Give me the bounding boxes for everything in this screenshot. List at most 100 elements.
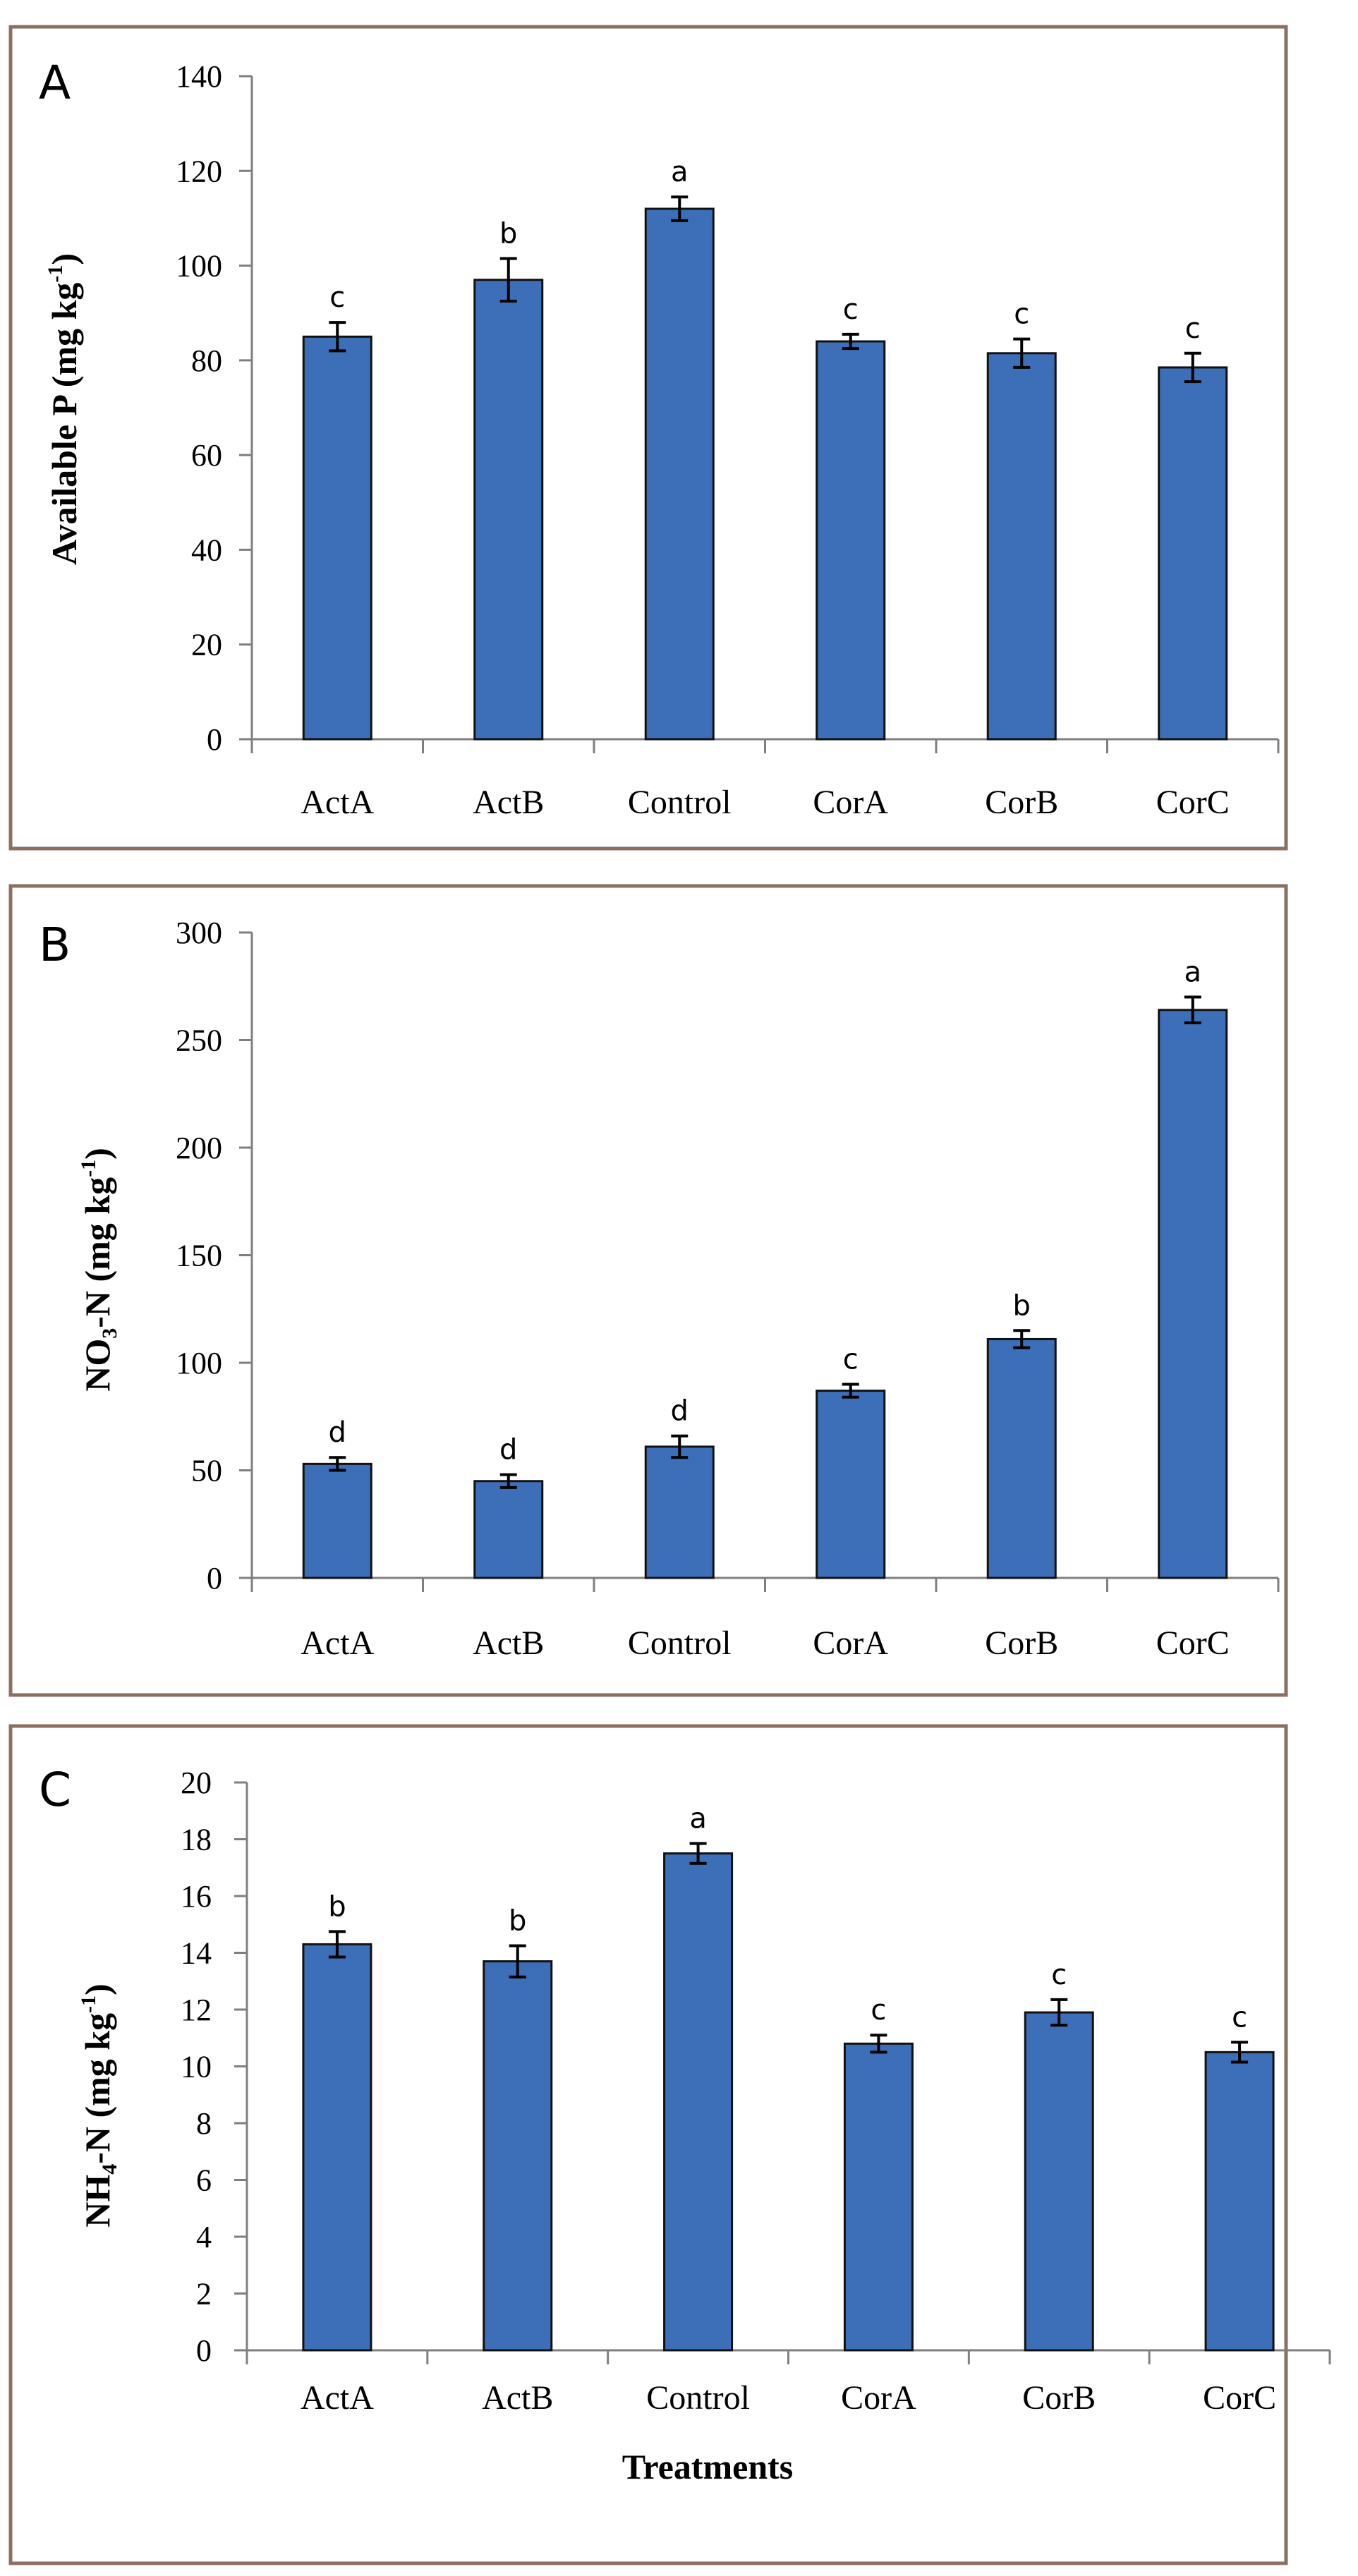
panel-c-significance-letter: a xyxy=(689,1803,707,1835)
panel-a-significance-letter: c xyxy=(329,281,345,314)
panel-b-bar-cora xyxy=(816,1390,886,1579)
panel-b-significance-letter: d xyxy=(499,1434,517,1466)
panel-a-bar-cora xyxy=(816,340,886,741)
panel-b-ylabel-sub: 3 xyxy=(98,1328,121,1339)
panel-c-category-label: CorB xyxy=(1022,2379,1096,2417)
panel-c-y-axis-label: NH4-N (mg kg-1) xyxy=(77,1983,121,2228)
panel-c-y-tick-label: 14 xyxy=(181,1936,212,1971)
panel-c-ylabel-mid: -N (mg kg xyxy=(78,2013,117,2164)
panel-b-significance-letter: d xyxy=(329,1416,346,1449)
panel-c-bar-control xyxy=(663,1852,734,2352)
panel-a-y-tick-label: 80 xyxy=(191,344,222,378)
panel-c-significance-letter: c xyxy=(1232,2001,1247,2034)
panel-b-ylabel-mid: -N (mg kg xyxy=(78,1177,117,1328)
panel-a-bar-corc xyxy=(1158,366,1228,741)
panel-c-error-bar-acta xyxy=(328,1930,346,1959)
panel-b-ylabel-sup: -1 xyxy=(77,1160,100,1177)
panel-b-bar-actb xyxy=(473,1480,544,1579)
panel-c-y-tick-label: 4 xyxy=(196,2220,212,2254)
panel-c-ylabel-sup: -1 xyxy=(77,1995,100,2013)
panel-c-y-tick-label: 8 xyxy=(196,2106,212,2141)
panel-b-y-tick-label: 250 xyxy=(176,1023,222,1058)
panel-b-category-label: CorA xyxy=(813,1624,888,1662)
panel-c-x-axis-label: Treatments xyxy=(622,2447,794,2486)
panel-a-bar-corb xyxy=(986,352,1057,741)
panel-a-significance-letter: c xyxy=(1014,298,1029,331)
panel-c-category-label: CorA xyxy=(841,2379,916,2417)
panel-a-category-label: Control xyxy=(628,784,732,821)
panel-c-y-tick-label: 18 xyxy=(181,1823,212,1857)
panel-a-letter: A xyxy=(39,56,71,110)
panel-a-bar-acta xyxy=(302,335,372,741)
panel-c-ylabel-end: ) xyxy=(78,1983,117,1995)
panel-b-error-bar-corb xyxy=(1013,1329,1031,1349)
panel-b-significance-letter: b xyxy=(1013,1289,1031,1322)
panel-a-significance-letter: a xyxy=(671,156,689,188)
panel-b-y-tick-label: 0 xyxy=(207,1561,222,1596)
panel-b-error-bar-acta xyxy=(329,1456,346,1472)
panel-b-bar-corc xyxy=(1158,1009,1228,1579)
panel-a-plot: 0 20 40 60 80 100 120 140 c ActA b ActB a Control c Cor… xyxy=(176,59,1280,821)
panel-a-ylabel-main: Available P (mg kg xyxy=(44,283,84,565)
panel-a-y-tick-label: 100 xyxy=(176,249,222,284)
panel-c-plot: 0 2 4 6 8 10 12 14 16 18 20 b ActA b ActB a Control c CorA… xyxy=(181,1766,1331,2417)
panel-a-error-bar-acta xyxy=(329,321,346,353)
panel-c-significance-letter: b xyxy=(509,1904,526,1937)
panel-b-significance-letter: d xyxy=(671,1395,689,1428)
panel-b-y-tick-label: 50 xyxy=(191,1454,222,1488)
panel-b-y-tick-label: 150 xyxy=(176,1239,222,1273)
panel-a-error-bar-control xyxy=(671,195,689,222)
svg-text:NO3-N (mg kg-1): NO3-N (mg kg-1) xyxy=(77,1148,121,1392)
panel-a-y-tick-label: 20 xyxy=(191,628,222,662)
panel-c-category-label: ActA xyxy=(301,2379,374,2417)
panel-b-category-label: CorC xyxy=(1156,1624,1230,1662)
panel-b-letter: B xyxy=(39,918,71,972)
panel-b: B NO3-N (mg kg-1) 0 50 100 150 200 250 300 d Act… xyxy=(8,884,1288,1697)
panel-c-bar-actb xyxy=(483,1960,553,2352)
panel-c-letter: C xyxy=(39,1763,71,1817)
panel-c-y-tick-label: 0 xyxy=(196,2333,212,2368)
panel-b-bar-acta xyxy=(302,1462,372,1579)
panel-c-bar-corc xyxy=(1204,2051,1275,2352)
panel-b-plot: 0 50 100 150 200 250 300 d ActA d ActB d Control c Cor… xyxy=(176,916,1280,1662)
svg-text:Available P (mg kg-1): Available P (mg kg-1) xyxy=(44,253,84,565)
panel-b-significance-letter: a xyxy=(1184,956,1201,989)
panel-a-error-bar-actb xyxy=(499,257,517,303)
panel-c-error-bar-corb xyxy=(1050,1998,1068,2027)
panel-a-category-label: ActB xyxy=(473,784,544,821)
panel-b-frame xyxy=(8,884,1288,1697)
panel-c-bar-corb xyxy=(1024,2011,1094,2352)
panel-c-category-label: CorC xyxy=(1203,2379,1276,2417)
panel-c-ylabel-sub: 4 xyxy=(98,2164,121,2175)
panel-a-y-axis-label: Available P (mg kg-1) xyxy=(44,253,84,565)
panel-c-significance-letter: c xyxy=(871,1994,886,2027)
panel-c-y-tick-label: 20 xyxy=(181,1766,212,1800)
panel-a-y-tick-label: 60 xyxy=(191,438,222,473)
panel-a-category-label: CorC xyxy=(1156,784,1230,821)
panel-a-error-bar-corb xyxy=(1013,337,1031,369)
panel-b-bar-corb xyxy=(986,1337,1057,1579)
panel-c-y-tick-label: 16 xyxy=(181,1879,212,1914)
panel-a-ylabel-sup: -1 xyxy=(44,265,67,283)
panel-c-error-bar-cora xyxy=(870,2034,887,2054)
panel-c: C NH4-N (mg kg-1) Treatments 02468101214… xyxy=(8,1724,1331,2565)
panel-a-y-tick-label: 140 xyxy=(176,59,222,94)
panel-a-y-tick-label: 120 xyxy=(176,154,222,188)
panel-b-ylabel-end: ) xyxy=(78,1148,117,1160)
panel-a: A Available P (mg kg-1) 0 20 40 60 80 100 120 1… xyxy=(8,25,1288,851)
panel-c-y-tick-label: 12 xyxy=(181,1993,212,2027)
panel-c-error-bar-control xyxy=(689,1842,707,1865)
panel-b-y-tick-label: 300 xyxy=(176,916,222,950)
panel-b-y-tick-label: 100 xyxy=(176,1346,222,1380)
panel-a-error-bar-cora xyxy=(842,332,859,351)
panel-c-error-bar-corc xyxy=(1231,2041,1249,2064)
panel-b-error-bar-control xyxy=(671,1434,689,1459)
panel-a-category-label: CorA xyxy=(813,784,888,821)
panel-a-significance-letter: c xyxy=(1185,312,1201,345)
panel-a-bar-actb xyxy=(473,279,544,741)
panel-c-category-label: ActB xyxy=(482,2379,553,2417)
panel-b-error-bar-corc xyxy=(1184,995,1201,1025)
panel-c-bar-cora xyxy=(843,2042,914,2352)
panel-b-category-label: Control xyxy=(628,1624,732,1662)
panel-a-significance-letter: b xyxy=(499,218,517,250)
